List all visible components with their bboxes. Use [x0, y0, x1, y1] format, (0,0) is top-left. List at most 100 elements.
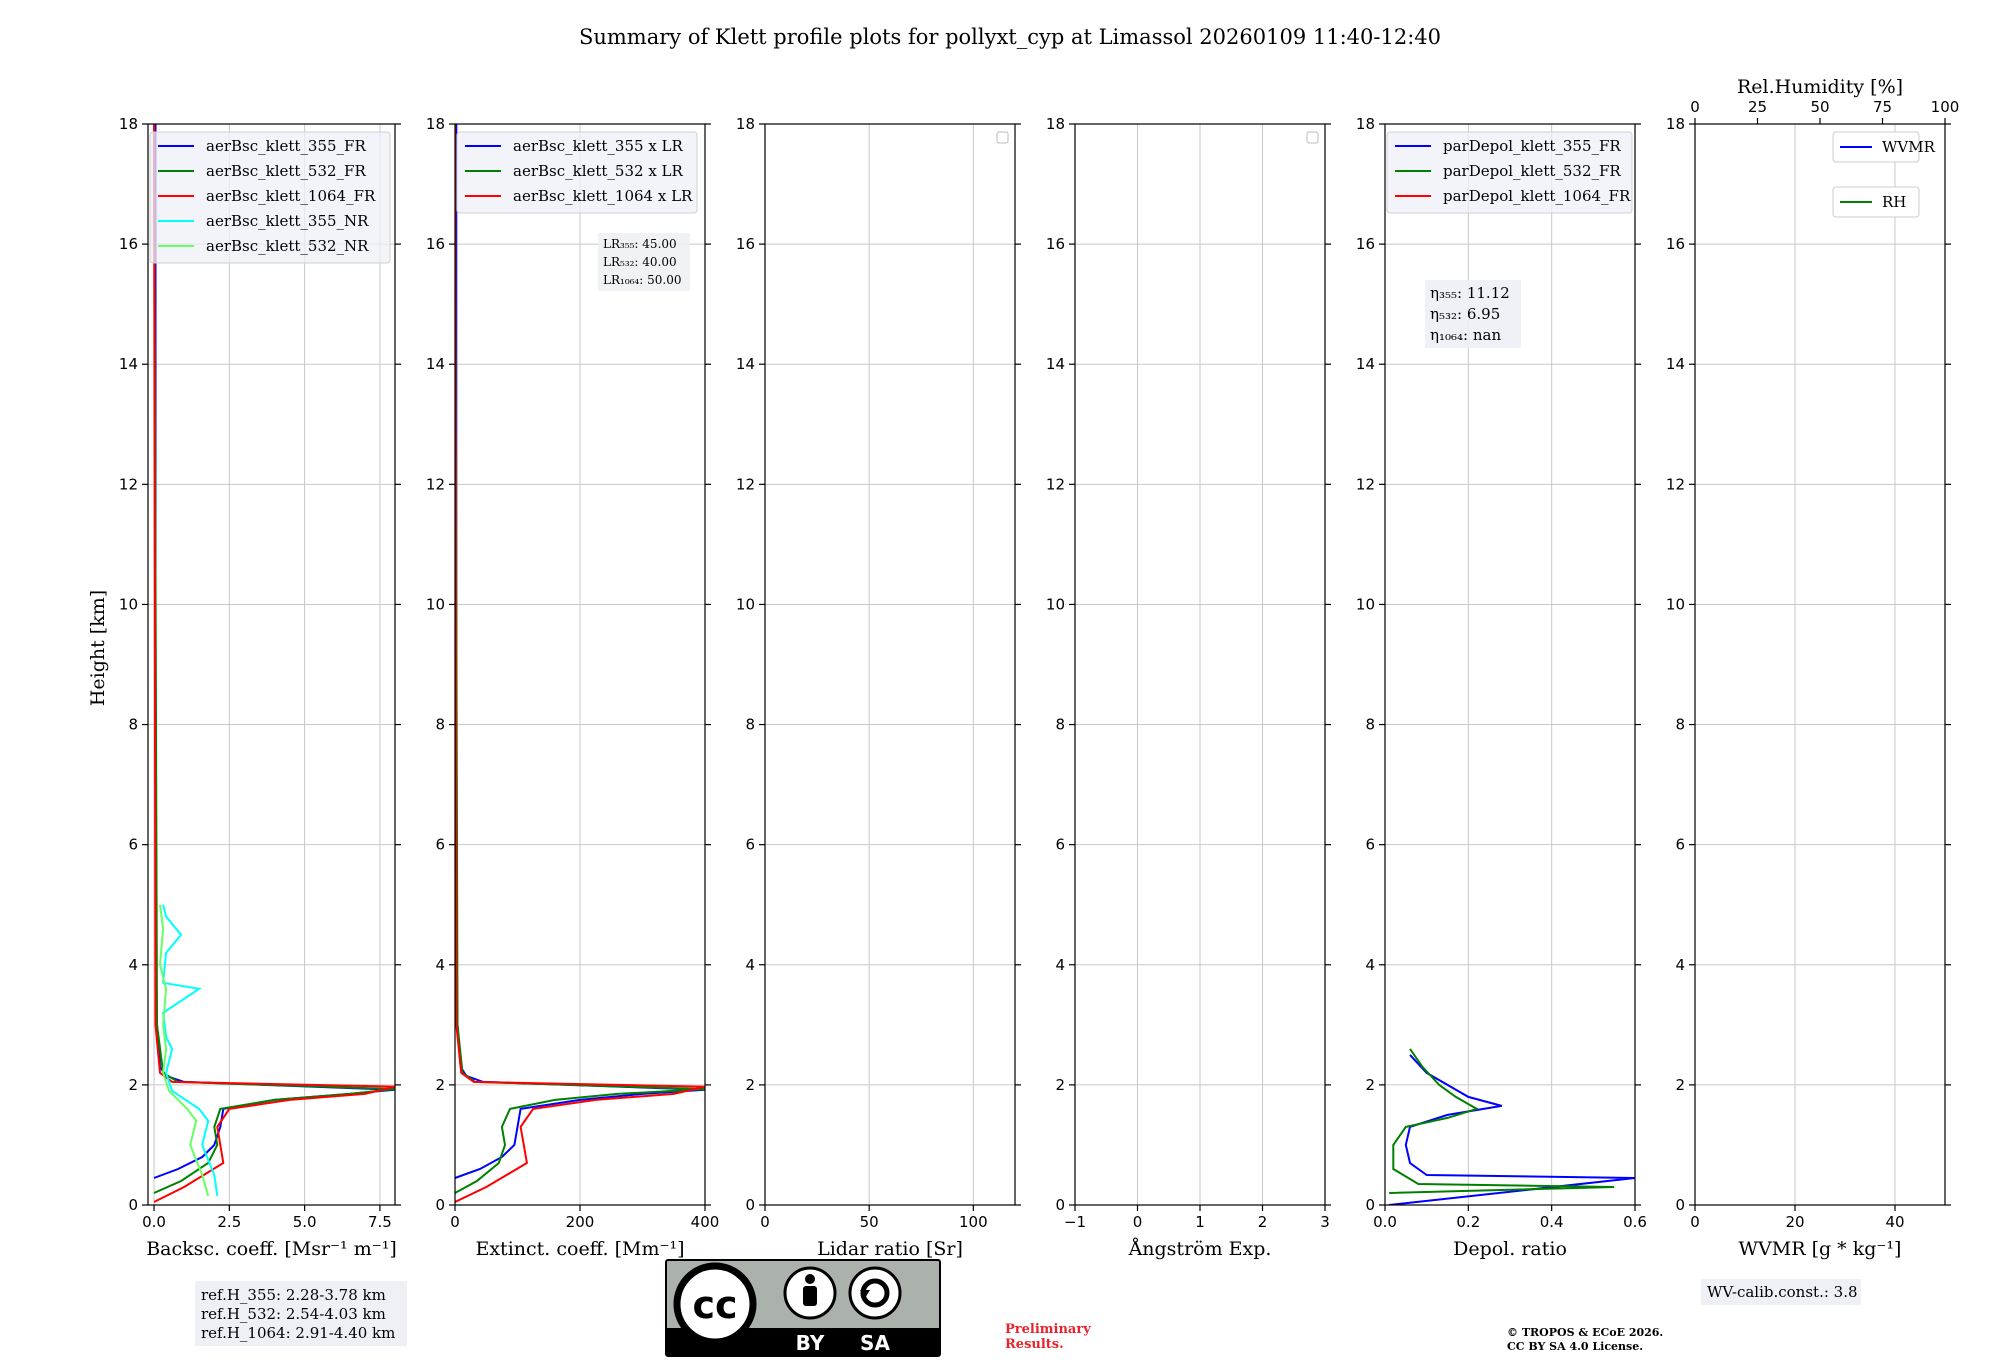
preliminary-line-1: Preliminary [1005, 1322, 1091, 1337]
legend-label: parDepol_klett_1064_FR [1443, 187, 1631, 205]
x-tick-label: 1 [1195, 1213, 1205, 1231]
legend-label: parDepol_klett_532_FR [1443, 162, 1621, 180]
legend-label: aerBsc_klett_355_NR [206, 212, 369, 230]
eta-box: η₃₅₅: 11.12 η₅₃₂: 6.95 η₁₀₆₄: nan [1425, 280, 1521, 348]
y-tick-label: 0 [745, 1196, 755, 1214]
x-axis-label: WVMR [g * kg⁻¹] [1739, 1238, 1902, 1260]
y-tick-label: 12 [119, 475, 138, 493]
x-tick-label: 0 [450, 1213, 460, 1231]
series-line-aerBsc_klett_532_FR [153, 124, 395, 1194]
axes-frame [1384, 123, 1636, 1206]
panel-wvmr: 0 20 40 0 2 4 6 8 10 12 14 16 18 WVMR [g * kg⁻¹] 0 25 50… [1666, 76, 1959, 1260]
ref-height-1064: ref.H_1064: 2.91-4.40 km [201, 1324, 395, 1342]
y-tick-label: 2 [1675, 1076, 1685, 1094]
x-tick-label: 0 [760, 1213, 770, 1231]
y-tick-label: 4 [745, 956, 755, 974]
y-tick-label: 6 [1055, 836, 1065, 854]
y-tick-label: 2 [435, 1076, 445, 1094]
y-tick-label: 4 [1675, 956, 1685, 974]
y-tick-label: 12 [1666, 475, 1685, 493]
y-tick-label: 8 [1055, 716, 1065, 734]
legend-frame [149, 131, 391, 264]
y-tick-label: 12 [1046, 475, 1065, 493]
series-line-aerBsc_klett_532_NR [158, 904, 210, 1197]
top-x-tick-label: 50 [1810, 98, 1829, 116]
y-tick-label: 10 [1046, 595, 1065, 613]
legend-label: parDepol_klett_355_FR [1443, 137, 1621, 155]
y-tick-label: 12 [736, 475, 755, 493]
series-line-aerBsc_klett_1064_FR [153, 124, 395, 1203]
y-tick-label: 8 [128, 716, 138, 734]
x-tick-label: 0.4 [1540, 1213, 1564, 1231]
x-tick-label: 0 [1133, 1213, 1143, 1231]
share-alike-icon [848, 1266, 902, 1320]
series-line-parDepol_klett_532_FR [1389, 1048, 1615, 1194]
panel-backscatter: 0.0 2.5 5.0 7.5 0 2 4 6 8 10 12 14 16 18 Backsc. coeff… [119, 115, 401, 1260]
lr-532: LR₅₃₂: 40.00 [603, 255, 677, 269]
y-tick-label: 6 [1365, 836, 1375, 854]
y-tick-label: 18 [1666, 115, 1685, 133]
y-tick-label: 6 [128, 836, 138, 854]
top-x-tick-label: 25 [1748, 98, 1767, 116]
x-axis-label: Lidar ratio [Sr] [817, 1238, 963, 1260]
y-tick-label: 2 [1365, 1076, 1375, 1094]
legend-depol: parDepol_klett_355_FR parDepol_klett_532_… [1386, 131, 1633, 214]
lr-355: LR₃₅₅: 45.00 [603, 237, 677, 251]
legend-extinction: aerBsc_klett_355 x LR aerBsc_klett_532 x … [456, 131, 698, 214]
x-tick-label: 0.6 [1623, 1213, 1647, 1231]
x-tick-label: 0.0 [1373, 1213, 1397, 1231]
y-tick-label: 16 [426, 235, 445, 253]
y-tick-label: 14 [426, 355, 445, 373]
y-tick-label: 8 [1365, 716, 1375, 734]
attribution-person-icon [783, 1266, 837, 1320]
y-tick-label: 14 [119, 355, 138, 373]
ref-height-532: ref.H_532: 2.54-4.03 km [201, 1305, 386, 1323]
legend-label: aerBsc_klett_1064 x LR [513, 187, 693, 205]
y-tick-label: 10 [119, 595, 138, 613]
empty-legend-box [996, 131, 1009, 144]
eta-1064: η₁₀₆₄: nan [1430, 326, 1501, 344]
eta-355: η₃₅₅: 11.12 [1430, 284, 1510, 302]
axes-frame [147, 123, 396, 1206]
y-tick-label: 14 [736, 355, 755, 373]
top-x-axis-label: Rel.Humidity [%] [1737, 76, 1903, 98]
y-tick-label: 14 [1666, 355, 1685, 373]
legend-label: aerBsc_klett_532 x LR [513, 162, 684, 180]
preliminary-line-2: Results. [1005, 1337, 1064, 1352]
axes-frame [764, 123, 1016, 1206]
y-tick-label: 0 [1055, 1196, 1065, 1214]
y-tick-label: 2 [1055, 1076, 1065, 1094]
y-tick-label: 8 [435, 716, 445, 734]
empty-legend-box [1306, 131, 1319, 144]
x-tick-label: 2 [1258, 1213, 1268, 1231]
y-tick-label: 16 [119, 235, 138, 253]
cc-logo-icon: cc [673, 1262, 757, 1346]
y-tick-label: 4 [1055, 956, 1065, 974]
badge-by: BY [796, 1331, 825, 1355]
y-tick-label: 4 [128, 956, 138, 974]
lidar-ratio-box: LR₃₅₅: 45.00 LR₅₃₂: 40.00 LR₁₀₆₄: 50.00 [598, 233, 690, 291]
legend-label: WVMR [1882, 138, 1936, 156]
y-axis-label: Height [km] [87, 590, 109, 706]
top-x-tick-label: 100 [1931, 98, 1960, 116]
eta-532: η₅₃₂: 6.95 [1430, 305, 1500, 323]
x-axis-label: Depol. ratio [1453, 1238, 1567, 1260]
y-tick-label: 10 [736, 595, 755, 613]
y-tick-label: 2 [745, 1076, 755, 1094]
legend-WVMR: WVMR [1832, 131, 1936, 163]
x-tick-label: −1 [1064, 1213, 1086, 1231]
panel-depol: 0.0 0.2 0.4 0.6 0 2 4 6 8 10 12 14 16 18 Depol. ratio p… [1356, 115, 1647, 1260]
y-tick-label: 14 [1046, 355, 1065, 373]
x-tick-label: 200 [566, 1213, 595, 1231]
legend-label: aerBsc_klett_532_NR [206, 237, 369, 255]
y-tick-label: 16 [1666, 235, 1685, 253]
x-tick-label: 0 [1690, 1213, 1700, 1231]
badge-sa: SA [860, 1331, 890, 1355]
series-line-aerBsc_klett_355_FR [153, 124, 395, 1179]
y-tick-label: 10 [1666, 595, 1685, 613]
y-tick-label: 12 [1356, 475, 1375, 493]
y-tick-label: 16 [1356, 235, 1375, 253]
y-tick-label: 2 [128, 1076, 138, 1094]
cc-by-sa-badge: cc BY SA [665, 1259, 941, 1357]
legend-frame [1386, 131, 1633, 214]
